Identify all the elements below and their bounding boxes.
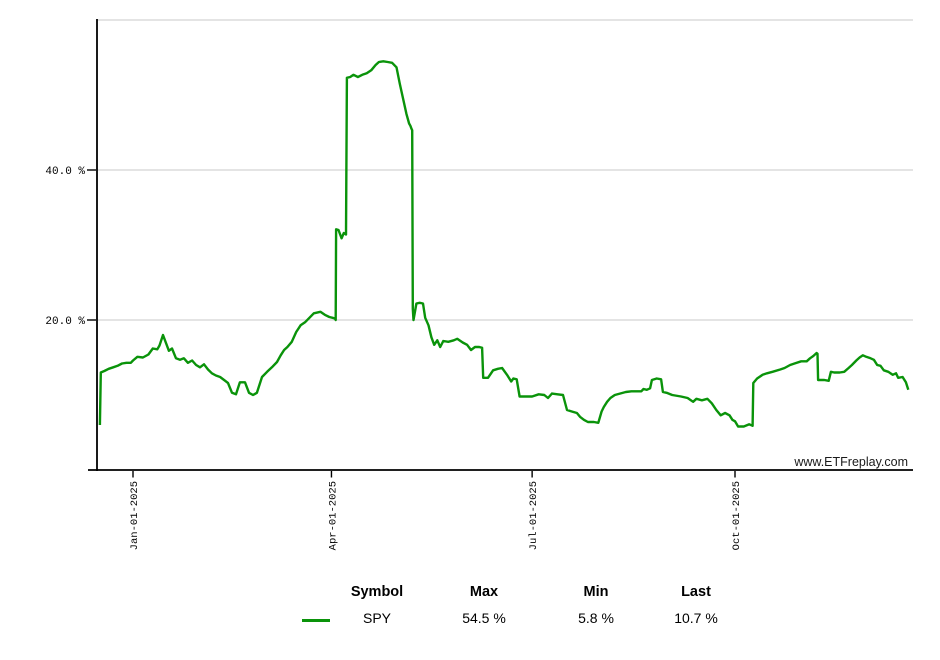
legend-header-max: Max	[469, 584, 499, 600]
spy-line	[98, 60, 910, 428]
legend-table: Symbol Max Min Last SPY 54.5 % 5.8 % 10.…	[0, 0, 940, 626]
legend-header-min: Min	[583, 584, 609, 600]
x-tick-label-2: Jul-01-2025	[528, 481, 540, 550]
watermark: www.ETFreplay.com	[793, 455, 908, 469]
legend-symbol-value: SPY	[362, 610, 391, 626]
gridlines	[97, 19, 913, 321]
y-tick-label-20: 20.0 %	[45, 316, 85, 328]
plot-area-wrap: 20.0 % 40.0 % Jan-01-2025 Apr-01-2025 Jul-01…	[45, 19, 913, 550]
x-tick-label-1: Apr-01-2025	[327, 481, 339, 550]
axes	[87, 19, 913, 478]
axis-labels: 20.0 % 40.0 % Jan-01-2025 Apr-01-2025 Jul-01…	[45, 166, 743, 550]
performance-line-chart: 20.0 % 40.0 % Jan-01-2025 Apr-01-2025 Jul-01…	[45, 19, 913, 550]
x-tick-label-0: Jan-01-2025	[129, 481, 141, 550]
legend-header-last: Last	[681, 584, 711, 600]
spy-line-swatch	[302, 619, 330, 622]
legend-header-symbol: Symbol	[350, 584, 404, 600]
legend-min-value: 5.8 %	[578, 610, 614, 626]
x-tick-label-3: Oct-01-2025	[731, 481, 743, 550]
legend-last-value: 10.7 %	[674, 610, 718, 626]
y-tick-label-40: 40.0 %	[45, 166, 85, 178]
series-lines	[98, 60, 910, 428]
legend-max-value: 54.5 %	[462, 610, 506, 626]
